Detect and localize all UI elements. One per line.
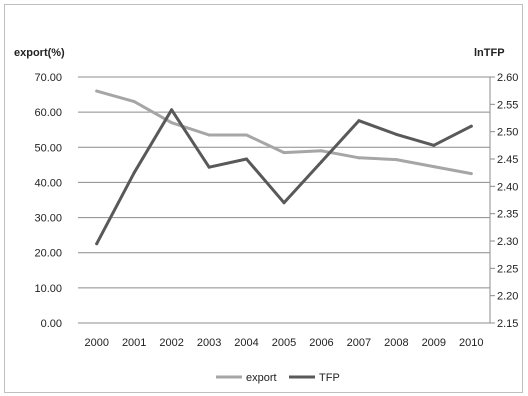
data-point-tfp — [357, 119, 361, 123]
left-tick-label: 50.00 — [34, 142, 62, 154]
series-line-export — [95, 89, 473, 176]
left-tick-label: 10.00 — [34, 283, 62, 295]
data-point-tfp — [207, 165, 211, 169]
x-tick-label: 2010 — [459, 337, 483, 349]
right-tick-label: 2.30 — [497, 236, 518, 248]
data-point-export — [432, 165, 436, 169]
right-tick-label: 2.20 — [497, 291, 518, 303]
legend-label-tfp: TFP — [319, 372, 340, 384]
right-axis-title: lnTFP — [474, 47, 505, 59]
right-tick-label: 2.25 — [497, 263, 518, 275]
x-tick-label: 2007 — [347, 337, 371, 349]
right-tick-label: 2.45 — [497, 154, 518, 166]
data-point-export — [132, 100, 136, 104]
legend-label-export: export — [246, 372, 277, 384]
right-tick-label: 2.35 — [497, 209, 518, 221]
data-point-export — [245, 133, 249, 137]
gridlines — [78, 76, 491, 324]
data-point-export — [469, 172, 473, 176]
x-tick-label: 2008 — [384, 337, 408, 349]
left-tick-label: 20.00 — [34, 248, 62, 260]
x-tick-label: 2004 — [234, 337, 258, 349]
left-axis-title: export(%) — [14, 47, 65, 59]
x-tick-label: 2005 — [272, 337, 296, 349]
left-tick-label: 60.00 — [34, 107, 62, 119]
data-point-tfp — [132, 171, 136, 175]
data-point-tfp — [319, 160, 323, 164]
chart-frame — [4, 4, 523, 393]
data-point-tfp — [170, 108, 174, 112]
right-tick-label: 2.60 — [497, 72, 518, 84]
left-tick-label: 70.00 — [34, 72, 62, 84]
x-tick-label: 2006 — [309, 337, 333, 349]
right-tick-label: 2.40 — [497, 181, 518, 193]
left-tick-label: 40.00 — [34, 177, 62, 189]
left-axis-ticks: 0.00 10.00 20.00 30.00 40.00 50.00 60.00 70.00 — [34, 72, 62, 330]
series-lines — [95, 89, 473, 246]
right-tick-label: 2.50 — [497, 127, 518, 139]
data-point-export — [170, 121, 174, 125]
right-tick-label: 2.15 — [497, 318, 518, 330]
data-point-tfp — [432, 143, 436, 147]
data-point-tfp — [394, 132, 398, 136]
left-tick-label: 0.00 — [41, 318, 62, 330]
data-point-export — [207, 133, 211, 137]
data-point-export — [394, 158, 398, 162]
left-tick-label: 30.00 — [34, 213, 62, 225]
data-point-tfp — [469, 124, 473, 128]
x-tick-label: 2002 — [159, 337, 183, 349]
x-tick-label: 2001 — [122, 337, 146, 349]
x-tick-label: 2003 — [197, 337, 221, 349]
data-point-export — [95, 89, 99, 93]
data-point-export — [282, 151, 286, 155]
data-point-export — [319, 149, 323, 153]
series-line-tfp — [95, 108, 473, 246]
x-tick-label: 2000 — [84, 337, 108, 349]
data-point-tfp — [282, 201, 286, 205]
data-point-tfp — [245, 157, 249, 161]
x-axis-ticks: 2000 2001 2002 2003 2004 2005 2006 2007 2008 2009… — [84, 337, 483, 349]
legend: export TFP — [216, 372, 340, 384]
x-tick-label: 2009 — [422, 337, 446, 349]
data-point-tfp — [95, 242, 99, 246]
right-tick-label: 2.55 — [497, 99, 518, 111]
data-point-export — [357, 156, 361, 160]
right-axis-ticks: 2.15 2.20 2.25 2.30 2.35 2.40 2.45 2.50 2.55 2.60 — [490, 72, 518, 330]
